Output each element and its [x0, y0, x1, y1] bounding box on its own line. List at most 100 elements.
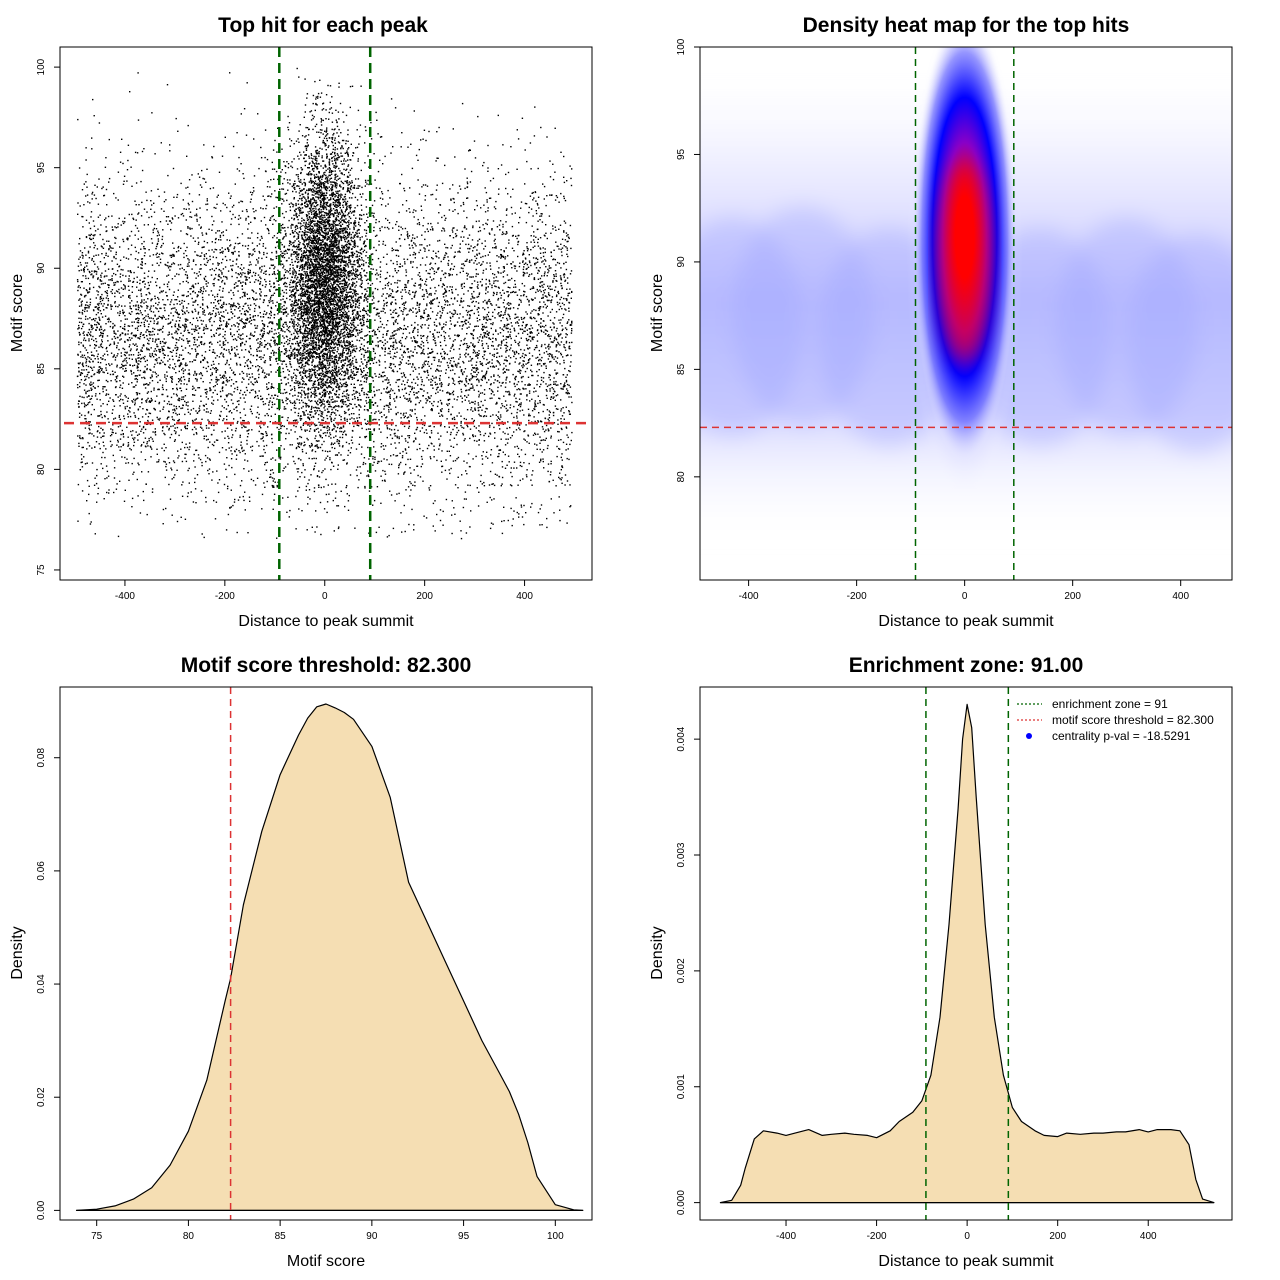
scatter-point [391, 247, 393, 249]
scatter-point [513, 250, 515, 252]
scatter-point [498, 188, 500, 190]
scatter-point [530, 369, 532, 371]
scatter-point [363, 213, 365, 216]
scatter-point [401, 456, 404, 459]
scatter-point [136, 393, 138, 396]
scatter-point [283, 200, 285, 202]
scatter-point [563, 412, 565, 414]
scatter-point [437, 401, 439, 403]
scatter-point [343, 340, 345, 343]
scatter-point [454, 325, 456, 327]
scatter-point [446, 300, 448, 302]
scatter-point [247, 365, 249, 367]
scatter-point [329, 405, 331, 407]
scatter-point [469, 286, 471, 289]
scatter-point [460, 530, 462, 532]
scatter-point [228, 291, 230, 294]
scatter-point [137, 462, 139, 464]
scatter-point [465, 243, 467, 246]
scatter-point [113, 491, 115, 494]
scatter-point [88, 357, 91, 359]
scatter-point [394, 341, 397, 343]
scatter-point [509, 302, 511, 305]
scatter-point [298, 508, 300, 510]
scatter-point [480, 363, 483, 365]
scatter-point [84, 404, 86, 406]
scatter-point [111, 363, 113, 365]
scatter-point [529, 400, 531, 402]
scatter-point [416, 465, 418, 467]
scatter-point [393, 334, 395, 336]
scatter-point [226, 325, 228, 327]
scatter-point [476, 253, 478, 255]
scatter-point [351, 398, 354, 400]
scatter-point [510, 507, 512, 510]
scatter-point [159, 379, 161, 381]
scatter-point [199, 216, 201, 219]
scatter-point [465, 319, 468, 321]
scatter-point [505, 327, 507, 329]
scatter-point [241, 200, 244, 203]
scatter-point [274, 413, 276, 415]
scatter-point [271, 161, 273, 164]
scatter-point [185, 318, 188, 320]
scatter-point [444, 303, 446, 306]
scatter-point [235, 362, 238, 364]
scatter-point [104, 219, 106, 221]
scatter-point [495, 329, 497, 331]
scatter-point [473, 280, 476, 282]
scatter-point [447, 366, 450, 369]
scatter-point [522, 478, 524, 480]
scatter-point [495, 276, 498, 278]
scatter-point [533, 408, 535, 410]
scatter-point [550, 300, 552, 302]
scatter-point [365, 366, 368, 368]
scatter-point [187, 281, 189, 284]
scatter-point [111, 278, 113, 280]
scatter-point [207, 446, 209, 449]
scatter-point [476, 379, 478, 381]
scatter-point [468, 378, 470, 381]
scatter-point [177, 313, 179, 315]
scatter-point [465, 272, 468, 274]
scatter-point [353, 289, 355, 292]
scatter-point [367, 314, 369, 316]
scatter-point [349, 333, 351, 335]
scatter-point [179, 283, 181, 285]
scatter-point [336, 351, 338, 353]
scatter-point [567, 282, 569, 284]
scatter-point [156, 256, 158, 258]
scatter-point [249, 304, 252, 306]
scatter-point [233, 408, 235, 410]
scatter-point [507, 313, 509, 316]
scatter-point [438, 444, 441, 447]
scatter-point [112, 268, 114, 270]
scatter-point [449, 350, 451, 352]
scatter-point [457, 192, 459, 194]
scatter-point [315, 328, 317, 330]
scatter-point [525, 424, 527, 426]
scatter-point [142, 334, 144, 336]
scatter-point [243, 294, 246, 296]
scatter-point [405, 314, 408, 316]
scatter-point [247, 272, 250, 274]
scatter-point [126, 405, 128, 408]
scatter-point [503, 270, 506, 272]
scatter-point [534, 408, 536, 411]
scatter-point [111, 215, 113, 217]
scatter-point [331, 284, 333, 286]
scatter-point [188, 340, 191, 342]
scatter-point [494, 285, 496, 287]
scatter-point [326, 511, 328, 514]
scatter-point [445, 344, 447, 347]
scatter-point [194, 292, 196, 294]
scatter-point [230, 304, 232, 306]
scatter-point [227, 404, 229, 407]
scatter-point [208, 458, 211, 460]
scatter-point [409, 211, 411, 213]
scatter-point [521, 282, 523, 285]
scatter-point [304, 430, 307, 432]
scatter-point [85, 391, 87, 393]
scatter-point [540, 439, 542, 442]
scatter-point [285, 211, 287, 213]
